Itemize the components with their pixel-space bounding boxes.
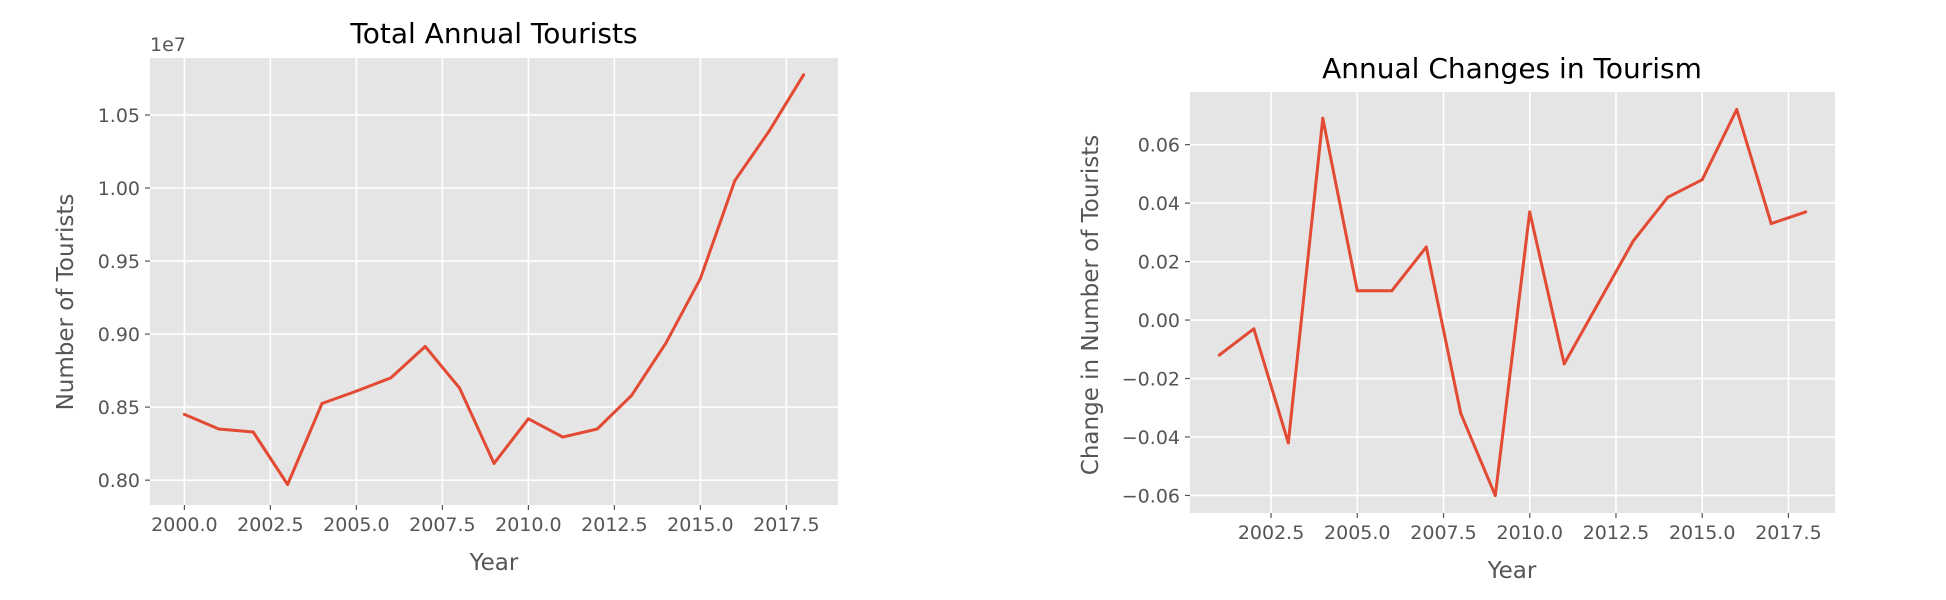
data-point (286, 483, 290, 487)
data-point (1355, 289, 1359, 293)
y-tick-label: −0.02 (1122, 369, 1180, 391)
data-point (1631, 239, 1635, 243)
x-tick-label: 2010.0 (495, 514, 561, 536)
data-point (1390, 289, 1394, 293)
chart-title: Total Annual Tourists (349, 17, 637, 50)
x-tick-label: 2005.0 (323, 514, 389, 536)
data-point (1424, 245, 1428, 249)
data-point (492, 461, 496, 465)
x-tick-label: 2002.5 (237, 514, 303, 536)
y-tick-label: 0.90 (98, 324, 140, 346)
data-point (1217, 353, 1221, 357)
data-point (182, 412, 186, 416)
data-point (1528, 210, 1532, 214)
y-tick-label: 0.80 (98, 470, 140, 492)
x-tick-label: 2007.5 (409, 514, 475, 536)
y-tick-label: 1.00 (98, 178, 140, 200)
y-tick-label: 0.95 (98, 251, 140, 273)
x-tick-label: 2010.0 (1497, 522, 1563, 544)
x-tick-label: 2000.0 (151, 514, 217, 536)
x-tick-label: 2007.5 (1410, 522, 1476, 544)
data-point (1597, 301, 1601, 304)
x-tick-label: 2002.5 (1238, 522, 1304, 544)
y-tick-label: 0.00 (1138, 310, 1180, 332)
x-tick-label: 2017.5 (753, 514, 819, 536)
data-point (1493, 493, 1497, 497)
plot-area (150, 58, 838, 505)
series-line (1218, 108, 1807, 497)
x-tick-label: 2015.0 (1669, 522, 1735, 544)
x-tick-label: 2012.5 (1583, 522, 1649, 544)
data-point (1769, 222, 1773, 226)
data-point (217, 427, 221, 431)
data-point (354, 389, 358, 393)
data-point (802, 73, 806, 77)
x-tick-label: 2012.5 (581, 514, 647, 536)
y-tick-label: −0.06 (1122, 485, 1180, 507)
data-point (1666, 195, 1670, 199)
data-point (251, 430, 255, 434)
data-point (698, 277, 702, 281)
data-point (458, 386, 462, 390)
data-point (526, 417, 530, 421)
data-point (389, 376, 393, 380)
data-point (1459, 412, 1463, 416)
y-axis-label: Number of Tourists (53, 194, 79, 411)
data-point (1562, 362, 1566, 366)
data-point (595, 427, 599, 431)
y-tick-label: 0.06 (1138, 135, 1180, 157)
data-point (1286, 441, 1290, 445)
data-point (1804, 210, 1808, 214)
data-point (630, 393, 634, 397)
data-point (1735, 108, 1739, 112)
y-offset-label: 1e7 (150, 34, 186, 56)
y-tick-label: −0.04 (1122, 427, 1180, 449)
y-tick-label: 0.02 (1138, 252, 1180, 274)
y-tick-label: 0.04 (1138, 193, 1180, 215)
data-point (1700, 178, 1704, 182)
data-point (561, 435, 565, 439)
data-point (767, 129, 771, 133)
y-tick-label: 1.05 (98, 105, 140, 127)
plot-area (1190, 92, 1835, 513)
data-point (320, 401, 324, 405)
y-tick-label: 0.85 (98, 397, 140, 419)
x-axis-label: Year (469, 550, 519, 576)
x-axis-label: Year (1487, 558, 1537, 584)
chart-title: Annual Changes in Tourism (1322, 52, 1702, 85)
x-tick-label: 2017.5 (1755, 522, 1821, 544)
data-point (733, 179, 737, 183)
x-tick-label: 2005.0 (1324, 522, 1390, 544)
data-point (664, 341, 668, 345)
x-tick-label: 2015.0 (667, 514, 733, 536)
total-tourists-chart: Total Annual Tourists 1e7 Year Number of… (53, 17, 838, 576)
data-point (1321, 116, 1325, 120)
annual-changes-chart: Annual Changes in Tourism Year Change in… (1078, 52, 1835, 584)
data-point (423, 345, 427, 349)
y-axis-label: Change in Number of Tourists (1078, 135, 1104, 475)
data-point (1252, 327, 1256, 331)
